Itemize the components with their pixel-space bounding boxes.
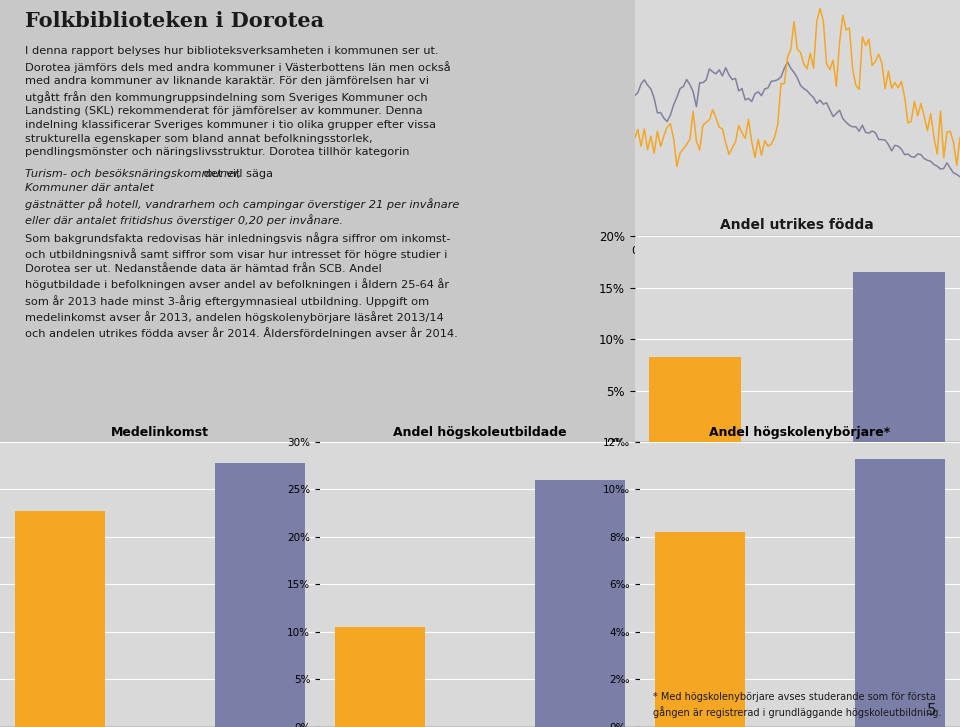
Bar <box>215 463 305 727</box>
Dorotea <box>814 4 826 13</box>
Riket <box>860 128 872 137</box>
Dorotea <box>671 162 683 171</box>
Riket <box>876 135 888 144</box>
Text: Som bakgrundsfakta redovisas här inledningsvis några siffror om inkomst-
och utb: Som bakgrundsfakta redovisas här inledni… <box>25 232 458 340</box>
Bar <box>535 480 626 727</box>
Text: det vill säga: det vill säga <box>200 169 276 179</box>
Bar <box>649 357 741 442</box>
Dorotea <box>830 82 842 91</box>
Dorotea <box>629 134 640 142</box>
Riket <box>828 112 839 121</box>
Bar <box>334 627 425 727</box>
Line: Dorotea: Dorotea <box>635 9 960 166</box>
Riket <box>629 92 640 100</box>
Bar <box>853 273 946 442</box>
Bar <box>655 532 745 727</box>
Dorotea <box>713 123 725 132</box>
Text: Kommuner där antalet
gästnätter på hotell, vandrarhem och campingar överstiger 2: Kommuner där antalet gästnätter på hotel… <box>25 183 460 226</box>
Title: Medelinkomst: Medelinkomst <box>111 426 209 439</box>
Title: Andel högskoleutbildade: Andel högskoleutbildade <box>394 426 566 439</box>
Riket <box>954 172 960 181</box>
Text: I denna rapport belyses hur biblioteksverksamheten i kommunen ser ut.
Dorotea jä: I denna rapport belyses hur biblioteksve… <box>25 47 451 157</box>
Dorotea <box>863 35 875 44</box>
Text: 5: 5 <box>926 703 936 718</box>
Dorotea <box>879 84 891 93</box>
Line: Riket: Riket <box>635 62 960 177</box>
Text: * Med högskolenybörjare avses studerande som för första
gången är registrerad i : * Med högskolenybörjare avses studerande… <box>653 692 941 718</box>
Title: Andel högskolenybörjare*: Andel högskolenybörjare* <box>709 426 891 439</box>
Dorotea <box>652 127 663 136</box>
Title: Andel utrikes födda: Andel utrikes födda <box>720 218 875 233</box>
Text: Turism- och besöksnäringskommuner,: Turism- och besöksnäringskommuner, <box>25 169 242 179</box>
Riket <box>652 108 663 117</box>
Bar <box>14 511 105 727</box>
Text: Folkbiblioteken i Dorotea: Folkbiblioteken i Dorotea <box>25 11 324 31</box>
Riket <box>779 64 790 73</box>
Riket <box>781 57 793 66</box>
Bar <box>855 459 946 727</box>
Dorotea <box>954 133 960 142</box>
Dorotea <box>781 53 793 62</box>
Riket <box>710 70 722 79</box>
